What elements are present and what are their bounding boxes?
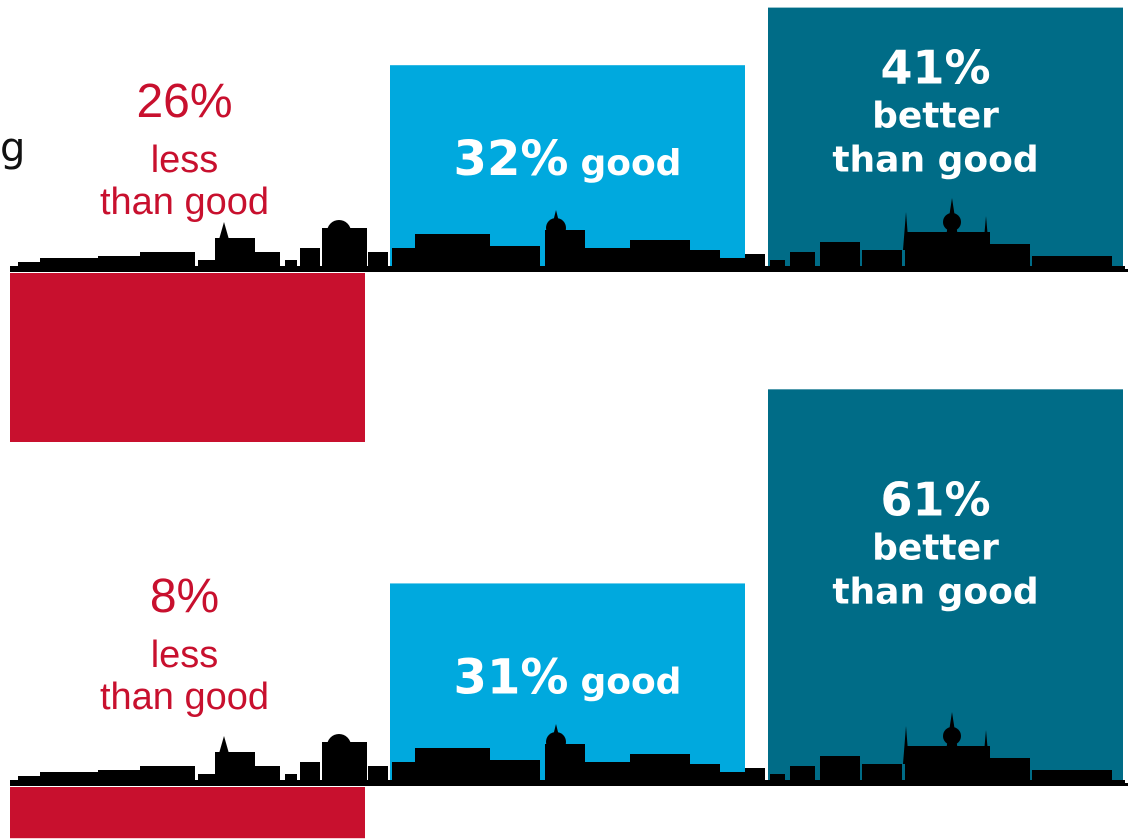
skyline-building: [820, 756, 860, 784]
skyline-building: [300, 248, 320, 270]
skyline-building: [862, 250, 902, 270]
data-label-text: 31% good: [454, 649, 682, 705]
skyline-building: [690, 250, 720, 270]
skyline-building: [98, 256, 143, 270]
skyline-building: [1032, 770, 1112, 784]
skyline-building: [1032, 256, 1112, 270]
skyline-dome: [943, 727, 961, 745]
skyline-building: [770, 260, 785, 270]
skyline-building: [820, 242, 860, 270]
skyline-spire: [216, 222, 232, 250]
skyline-building: [392, 248, 422, 270]
data-label-category: than good: [100, 676, 269, 718]
data-label-category: good: [580, 143, 681, 184]
data-label-good: 31% good: [454, 649, 682, 705]
data-label-good: 32% good: [454, 131, 682, 187]
bar-less-than-good: [10, 273, 365, 442]
skyline-building: [630, 240, 690, 270]
skyline-building: [198, 774, 218, 784]
skyline-building: [255, 252, 280, 270]
data-label-value: 8%: [150, 570, 219, 623]
data-label-category: than good: [100, 181, 269, 223]
skyline-building: [630, 754, 690, 784]
skyline-building: [990, 758, 1030, 784]
skyline-building: [585, 762, 630, 784]
skyline-building: [862, 764, 902, 784]
skyline-building: [490, 760, 540, 784]
bar-less-than-good: [10, 787, 365, 839]
skyline-building: [140, 766, 195, 784]
skyline-dome: [546, 218, 566, 238]
skyline-spire: [903, 726, 909, 764]
skyline-dome: [546, 732, 566, 752]
skyline-building: [300, 762, 320, 784]
data-label-category: better: [872, 96, 999, 137]
data-label-category: good: [580, 661, 681, 702]
skyline-building: [790, 766, 815, 784]
cutoff-text: g: [0, 125, 26, 171]
bar-better-than-good: [768, 389, 1123, 784]
skyline-1: [10, 198, 1128, 272]
skyline-spire: [216, 736, 232, 764]
skyline-building: [745, 768, 765, 784]
data-label-category: than good: [832, 571, 1038, 612]
data-label-category: than good: [832, 140, 1038, 181]
skyline-spire: [983, 730, 989, 764]
skyline-building: [198, 260, 218, 270]
skyline-building: [18, 262, 43, 270]
skyline-building: [40, 258, 100, 270]
data-label-category: less: [151, 139, 219, 181]
skyline-building: [720, 258, 745, 270]
skyline-building: [368, 766, 388, 784]
skyline-building: [790, 252, 815, 270]
skyline-building: [415, 234, 490, 270]
skyline-building: [368, 252, 388, 270]
skyline-building: [770, 774, 785, 784]
data-label-category: better: [872, 527, 999, 568]
data-label-category: less: [151, 634, 219, 676]
skyline-dome: [943, 213, 961, 231]
skyline-building: [392, 762, 422, 784]
skyline-spire: [903, 212, 909, 250]
baseline-axis: [10, 783, 1128, 786]
skyline-building: [585, 248, 630, 270]
skyline-building: [690, 764, 720, 784]
skyline-building: [990, 244, 1030, 270]
skyline-building: [285, 260, 297, 270]
skyline-building: [140, 252, 195, 270]
skyline-dome: [327, 220, 351, 244]
skyline-building: [40, 772, 100, 784]
skyline-building: [255, 766, 280, 784]
skyline-2: [10, 712, 1128, 786]
baseline-axis: [10, 269, 1128, 272]
data-label-value: 31%: [454, 649, 569, 705]
skyline-building: [98, 770, 143, 784]
data-label-value: 32%: [454, 131, 569, 187]
data-label-value: 61%: [880, 472, 990, 526]
data-label-value: 26%: [136, 75, 232, 128]
data-label-text: 32% good: [454, 131, 682, 187]
skyline-dome: [327, 734, 351, 758]
skyline-building: [745, 254, 765, 270]
skyline-building: [285, 774, 297, 784]
skyline-building: [490, 246, 540, 270]
skyline-building: [415, 748, 490, 784]
skyline-spire: [983, 216, 989, 250]
data-label-value: 41%: [880, 41, 990, 95]
skyline-building: [720, 772, 745, 784]
skyline-building: [18, 776, 43, 784]
